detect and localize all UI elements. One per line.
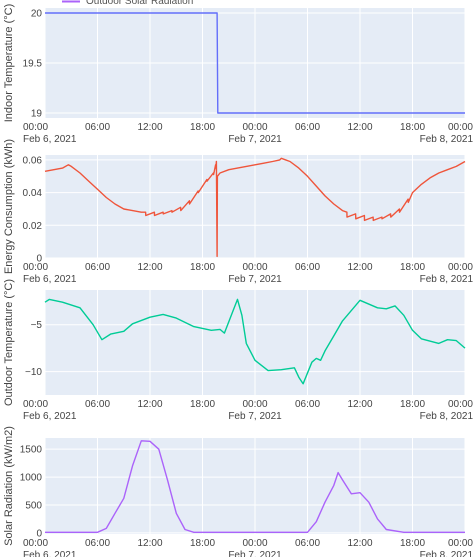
x-tick-label: 00:00	[242, 262, 267, 273]
x-tick-label: 00:00	[448, 262, 473, 273]
y-tick-label: 1000	[20, 473, 43, 484]
x-tick-label: 12:00	[137, 538, 162, 549]
chart-panel-2: 0 0.02 0.04 0.06 00:00 06:00 12:00 18:00 00:00 06…	[3, 139, 473, 285]
x-tick-label: 00:00	[448, 122, 473, 133]
x-tick-label: 12:00	[347, 122, 372, 133]
x-date-label: Feb 8, 2021	[420, 411, 474, 422]
x-date-label: Feb 6, 2021	[23, 274, 77, 285]
x-tick-label: 12:00	[347, 262, 372, 273]
series-line-1-1	[45, 12, 465, 114]
y-tick-label: 0.06	[23, 155, 43, 166]
y-axis-title: Outdoor Temperature (°C)	[3, 279, 15, 406]
x-date-label: Feb 6, 2021	[23, 134, 77, 145]
y-tick-label: 1500	[20, 445, 43, 456]
series-line-2-1	[44, 157, 466, 258]
y-tick-label: 20	[31, 9, 43, 20]
y-tick-label: −5	[31, 320, 43, 331]
x-tick-label: 18:00	[190, 122, 215, 133]
x-tick-label: 18:00	[400, 262, 425, 273]
x-date-label: Feb 8, 2021	[420, 274, 474, 285]
x-tick-label: 18:00	[400, 538, 425, 549]
x-tick-label: 12:00	[347, 538, 372, 549]
series-line-4-1	[45, 440, 465, 533]
x-tick-label: 00:00	[242, 399, 267, 410]
x-tick-label: 18:00	[190, 538, 215, 549]
x-tick-label: 12:00	[137, 399, 162, 410]
x-tick-label: 00:00	[23, 262, 48, 273]
x-tick-label: 00:00	[23, 538, 48, 549]
legend-label-solar: Outdoor Solar Radiation	[86, 0, 193, 7]
x-tick-label: 00:00	[23, 399, 48, 410]
y-tick-label: 500	[25, 500, 42, 511]
y-tick-label: 0.02	[23, 221, 43, 232]
x-tick-label: 18:00	[190, 262, 215, 273]
x-date-label: Feb 7, 2021	[228, 411, 282, 422]
y-axis-title: Indoor Temperature (°C)	[3, 4, 15, 123]
x-date-label: Feb 6, 2021	[23, 550, 77, 557]
y-axis-title: Energy Consumption (kWh)	[3, 139, 15, 274]
x-tick-label: 06:00	[295, 262, 320, 273]
x-tick-label: 12:00	[137, 122, 162, 133]
x-tick-label: 00:00	[242, 122, 267, 133]
x-tick-label: 00:00	[448, 399, 473, 410]
x-tick-label: 18:00	[400, 122, 425, 133]
y-tick-label: −10	[25, 367, 42, 378]
x-tick-label: 06:00	[85, 399, 110, 410]
x-date-label: Feb 7, 2021	[228, 134, 282, 145]
x-tick-label: 00:00	[242, 538, 267, 549]
x-tick-label: 18:00	[400, 399, 425, 410]
x-date-label: Feb 6, 2021	[23, 411, 77, 422]
x-tick-label: 06:00	[295, 538, 320, 549]
chart-panel-3: −10 −5 00:00 06:00 12:00 18:00 00:00 06:00 12:00…	[3, 279, 473, 422]
x-tick-label: 12:00	[137, 262, 162, 273]
x-date-label: Feb 8, 2021	[420, 134, 474, 145]
x-tick-label: 06:00	[295, 122, 320, 133]
y-tick-label: 0.04	[23, 188, 43, 199]
chart-panel-4: 0 500 1000 1500 00:00 06:00 12:00 18:00 00:00 06:…	[3, 426, 473, 557]
x-date-label: Feb 7, 2021	[228, 550, 282, 557]
x-tick-label: 18:00	[190, 399, 215, 410]
x-date-label: Feb 7, 2021	[228, 274, 282, 285]
x-tick-label: 06:00	[85, 538, 110, 549]
x-tick-label: 00:00	[23, 122, 48, 133]
x-tick-label: 12:00	[347, 399, 372, 410]
series-line-3-1	[44, 298, 466, 385]
y-tick-label: 19	[31, 109, 43, 120]
x-tick-label: 00:00	[448, 538, 473, 549]
x-date-label: Feb 8, 2021	[420, 550, 474, 557]
y-tick-label: 0	[36, 528, 42, 539]
y-tick-label: 19.5	[23, 59, 43, 70]
chart-panel-1: 19 19.5 20 00:00 06:00 12:00 18:00 00:00 06:00 12…	[3, 4, 473, 145]
x-tick-label: 06:00	[85, 122, 110, 133]
x-tick-label: 06:00	[295, 399, 320, 410]
x-tick-label: 06:00	[85, 262, 110, 273]
y-axis-title: Solar Radiation (kW/m2)	[3, 426, 15, 546]
y-tick-label: 0	[36, 254, 42, 265]
